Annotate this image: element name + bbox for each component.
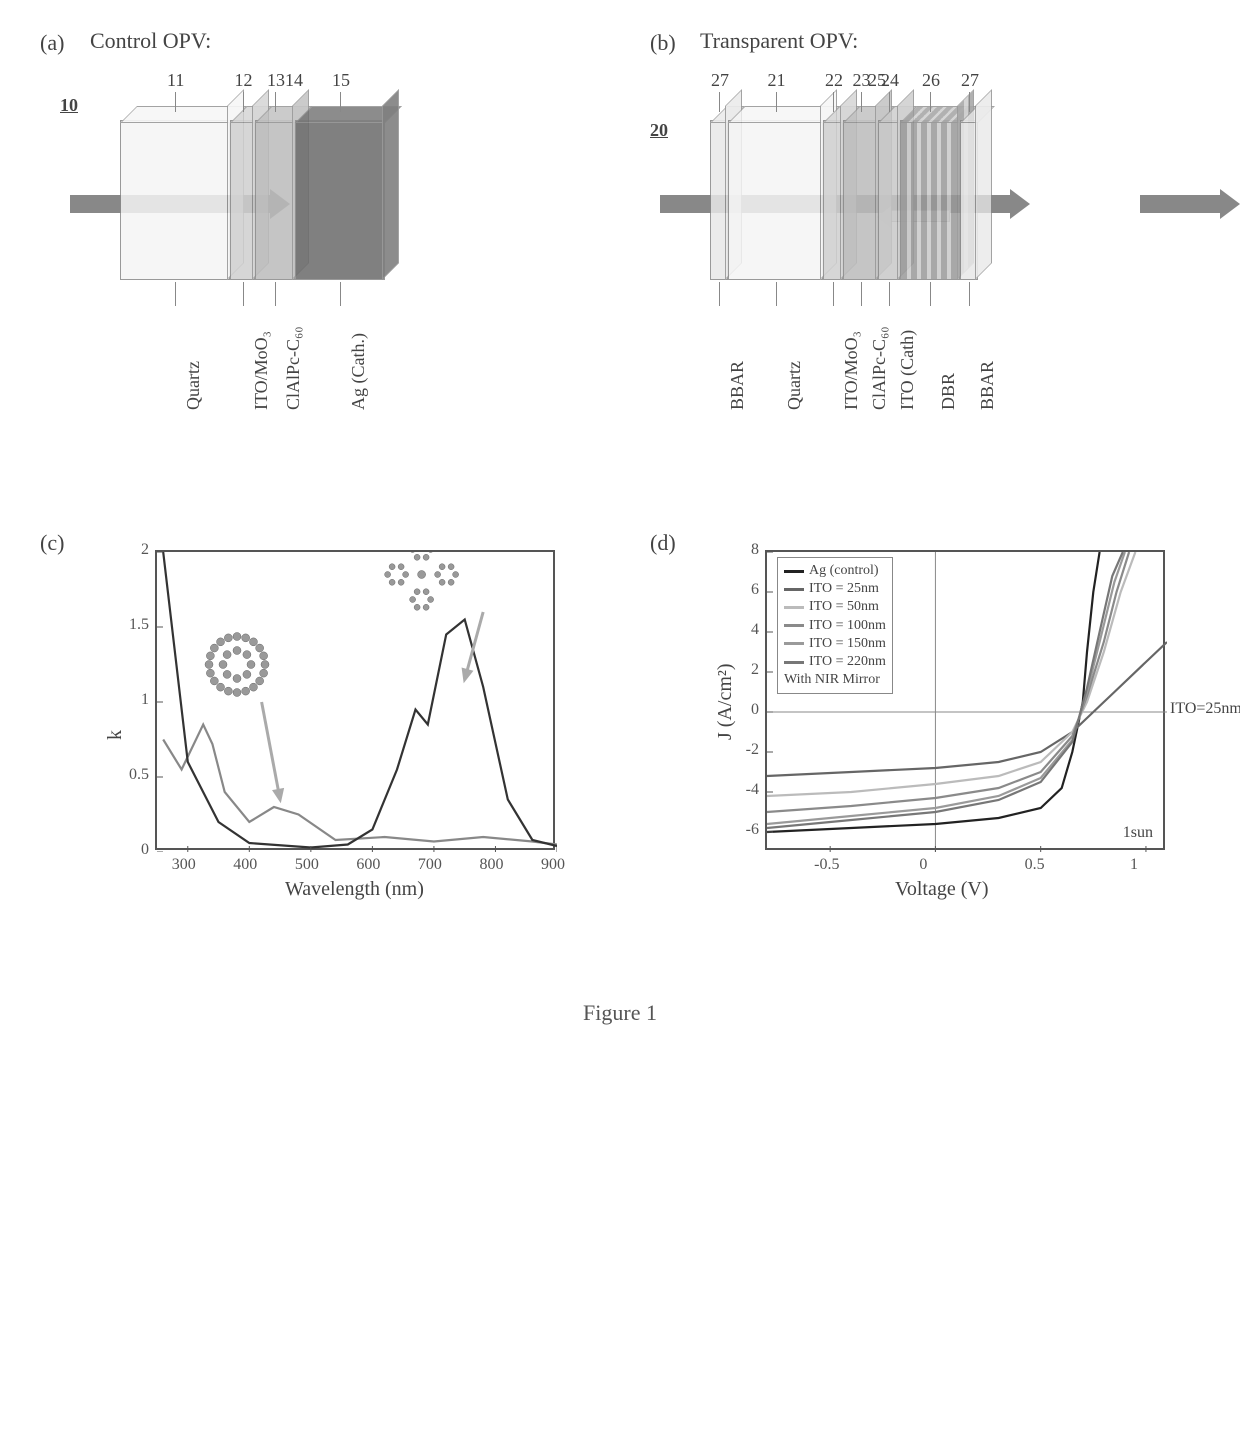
panel-b-title: Transparent OPV: xyxy=(700,28,858,54)
layer-label: ClAlPc-C₆₀ xyxy=(869,326,890,410)
chart-d: Ag (control)ITO = 25nmITO = 50nmITO = 10… xyxy=(710,540,1170,920)
layer-label: ITO (Cath) xyxy=(897,330,918,410)
chart-c: 30040050060070080090000.511.52Wavelength… xyxy=(100,540,560,920)
ref-num: 25 xyxy=(868,70,886,91)
ref-num: 12 xyxy=(235,70,253,91)
layer-label: Quartz xyxy=(183,361,204,410)
layer-label: ITO/MoO₃ xyxy=(841,331,862,410)
ref-num: 27 xyxy=(711,70,729,91)
layer-label: BBAR xyxy=(727,361,748,410)
layer-ag-cath- xyxy=(295,120,385,280)
panel-b-label: (b) xyxy=(650,30,676,56)
ref-b: 20 xyxy=(650,120,668,141)
layer-label: Quartz xyxy=(784,361,805,410)
layer-bbar xyxy=(710,120,728,280)
figure-caption: Figure 1 xyxy=(20,1000,1220,1026)
layer-ito-cath- xyxy=(878,120,900,280)
layer-label: DBR xyxy=(938,373,959,410)
panel-a-title: Control OPV: xyxy=(90,28,211,54)
ref-num: 13 xyxy=(267,70,285,91)
panel-c-label: (c) xyxy=(40,530,64,556)
ref-num: 11 xyxy=(167,70,184,91)
layer-label: ITO/MoO₃ xyxy=(251,331,272,410)
legend: Ag (control)ITO = 25nmITO = 50nmITO = 10… xyxy=(777,557,893,694)
device-b: BBAR27Quartz21ITO/MoO₃22ClAlPc-C₆₀23ITO … xyxy=(710,100,1160,320)
light-arrow-out xyxy=(1140,195,1220,213)
ref-num: 15 xyxy=(332,70,350,91)
layer-quartz xyxy=(728,120,823,280)
panel-a: (a) Control OPV: 10 Quartz11ITO/MoO₃12Cl… xyxy=(20,20,610,470)
ref-a: 10 xyxy=(60,95,78,116)
device-a: Quartz11ITO/MoO₃12ClAlPc-C₆₀13Ag (Cath.)… xyxy=(120,100,500,320)
layer-clalpc-c- xyxy=(843,120,878,280)
ref-num: 26 xyxy=(922,70,940,91)
layer-quartz xyxy=(120,120,230,280)
layer-bbar xyxy=(960,120,978,280)
layer-dbr xyxy=(900,120,960,280)
panel-c: (c) 30040050060070080090000.511.52Wavele… xyxy=(20,500,610,950)
layer-clalpc-c- xyxy=(255,120,295,280)
layer-ito-moo- xyxy=(230,120,255,280)
ref-num: 27 xyxy=(961,70,979,91)
panel-a-label: (a) xyxy=(40,30,64,56)
panel-d: (d) Ag (control)ITO = 25nmITO = 50nmITO … xyxy=(630,500,1220,950)
layer-label: Ag (Cath.) xyxy=(348,333,369,410)
ref-num: 22 xyxy=(825,70,843,91)
panel-d-label: (d) xyxy=(650,530,676,556)
panel-b: (b) Transparent OPV: 20 BBAR27Quartz21IT… xyxy=(630,20,1220,470)
ref-num: 21 xyxy=(768,70,786,91)
layer-label: ClAlPc-C₆₀ xyxy=(283,326,304,410)
ref-num: 14 xyxy=(285,70,303,91)
layer-label: BBAR xyxy=(977,361,998,410)
layer-ito-moo- xyxy=(823,120,843,280)
